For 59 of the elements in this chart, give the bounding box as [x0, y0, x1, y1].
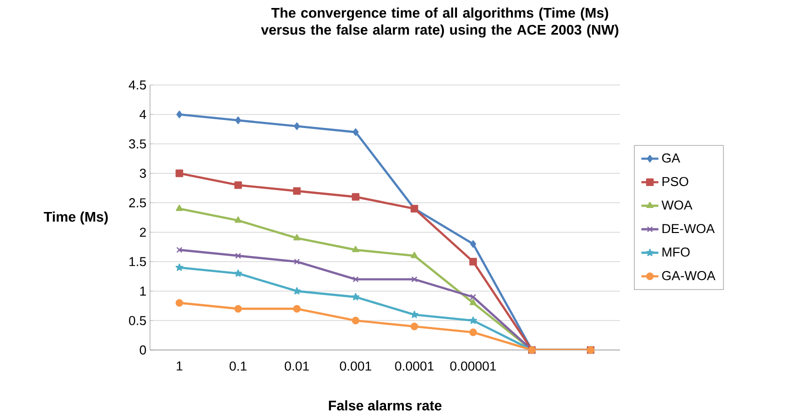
x-tick-label: 0.01: [284, 362, 309, 371]
point: [469, 258, 477, 266]
y-tick-label: 3.5: [128, 139, 146, 148]
point: [470, 240, 476, 248]
x-tick-label: 0.1: [230, 362, 247, 371]
point: [293, 187, 301, 195]
chart-title: The convergence time of all algorithms (Time (Ms) versus the false alarm rate) using the ACE 2003 (NW): [261, 8, 618, 38]
point: [293, 287, 301, 294]
legend-label: WOA: [662, 200, 692, 210]
point: [411, 276, 418, 282]
point: [176, 170, 184, 178]
point: [352, 128, 359, 136]
point: [234, 304, 242, 313]
point: [352, 293, 360, 300]
x-axis-title: False alarms rate: [328, 400, 442, 410]
point: [176, 246, 182, 253]
point: [176, 264, 184, 271]
point: [410, 252, 418, 258]
point: [234, 181, 242, 189]
y-tick-label: 4: [140, 110, 146, 119]
point: [235, 116, 242, 124]
point: [470, 294, 476, 300]
x-tick-label: 0.0001: [395, 362, 434, 371]
y-tick-label: 4.5: [128, 80, 146, 90]
y-tick-label: 0: [140, 345, 146, 355]
point: [176, 110, 182, 118]
point: [235, 252, 242, 259]
y-tick-label: 2: [140, 228, 146, 237]
y-tick-label: 2.5: [129, 198, 146, 208]
y-tick-label: 1: [140, 286, 146, 296]
y-tick-label: 0.5: [128, 316, 146, 326]
point: [176, 204, 183, 211]
point: [352, 193, 360, 201]
point: [176, 299, 184, 307]
x-tick-label: 0.00001: [450, 362, 496, 371]
y-tick-label: 1.5: [129, 257, 146, 266]
point: [352, 316, 360, 324]
point: [234, 269, 242, 277]
point: [294, 122, 300, 130]
point: [352, 276, 359, 282]
point: [470, 298, 477, 306]
point: [410, 310, 418, 318]
legend-label: GA-WOA: [662, 271, 716, 280]
point: [234, 216, 242, 223]
legend-label: GA: [662, 153, 680, 163]
legend-label: PSO: [662, 176, 688, 186]
point: [469, 316, 477, 324]
legend-label: DE-WOA: [662, 224, 715, 234]
point: [293, 304, 301, 313]
x-tick-label: 0.001: [340, 362, 372, 371]
y-axis-title: Time (Ms): [44, 211, 108, 224]
point: [469, 328, 477, 336]
legend-label: MFO: [662, 248, 690, 257]
y-tick-label: 3: [140, 168, 146, 178]
point: [410, 322, 418, 330]
point: [294, 258, 300, 265]
point: [293, 234, 300, 240]
point: [352, 246, 360, 252]
x-tick-label: 1: [176, 362, 182, 370]
